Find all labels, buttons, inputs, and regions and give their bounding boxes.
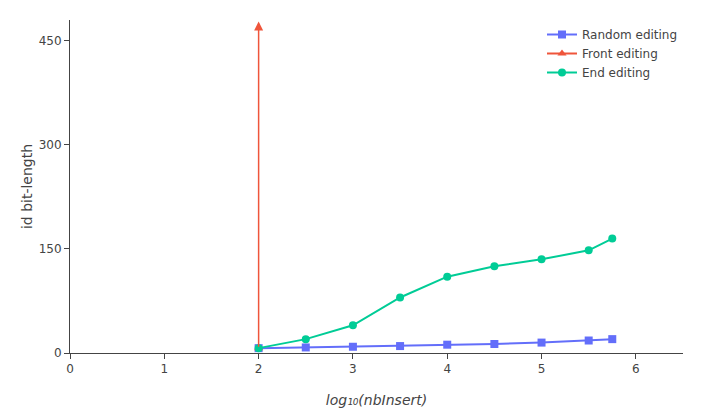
svg-text:3: 3 (349, 362, 357, 376)
svg-text:2: 2 (255, 362, 263, 376)
svg-text:Front editing: Front editing (582, 47, 658, 61)
svg-text:4: 4 (443, 362, 451, 376)
svg-text:300: 300 (39, 138, 62, 152)
svg-text:1: 1 (160, 362, 168, 376)
svg-text:log₁₀(nbInsert): log₁₀(nbInsert) (326, 392, 427, 408)
svg-text:id bit-length: id bit-length (19, 144, 35, 229)
svg-text:0: 0 (54, 346, 62, 360)
svg-text:5: 5 (538, 362, 546, 376)
svg-text:Random editing: Random editing (582, 28, 677, 42)
svg-text:150: 150 (39, 242, 62, 256)
svg-text:End editing: End editing (582, 66, 650, 80)
svg-text:0: 0 (66, 362, 74, 376)
svg-text:450: 450 (39, 34, 62, 48)
svg-text:6: 6 (632, 362, 640, 376)
